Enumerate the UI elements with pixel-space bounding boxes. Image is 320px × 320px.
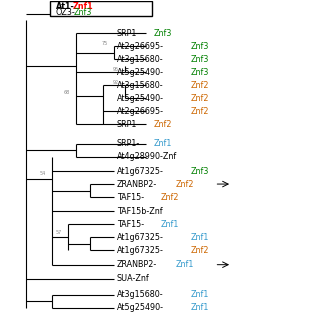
Text: 57: 57 — [56, 230, 62, 236]
Text: At3g15680-: At3g15680- — [117, 81, 164, 90]
Text: SRP1-: SRP1- — [117, 120, 140, 129]
Text: Znf1: Znf1 — [154, 139, 172, 148]
Text: At1g67325-: At1g67325- — [117, 246, 164, 255]
Text: TAF15b-Znf: TAF15b-Znf — [117, 207, 163, 216]
Text: At1g67325-: At1g67325- — [117, 233, 164, 242]
Text: Znf2: Znf2 — [154, 120, 172, 129]
Text: Znf1: Znf1 — [190, 290, 209, 299]
Text: SRP1-: SRP1- — [117, 29, 140, 38]
Text: At2g26695-: At2g26695- — [117, 107, 164, 116]
Text: Znf3: Znf3 — [190, 55, 209, 64]
Text: SRP1-: SRP1- — [117, 139, 140, 148]
Text: Znf2: Znf2 — [190, 81, 209, 90]
Text: At3g15680-: At3g15680- — [117, 55, 164, 64]
Text: Znf1: Znf1 — [176, 260, 194, 269]
Text: 54: 54 — [40, 171, 46, 176]
Text: Znf2: Znf2 — [161, 193, 180, 202]
Text: ZRANBP2-: ZRANBP2- — [117, 260, 157, 269]
Text: At5g25490-: At5g25490- — [117, 68, 164, 77]
Text: Znf3: Znf3 — [154, 29, 172, 38]
Text: Znf1: Znf1 — [72, 2, 93, 11]
Text: At1g67325-: At1g67325- — [117, 166, 164, 176]
Text: Znf3: Znf3 — [190, 42, 209, 51]
Text: 95: 95 — [113, 67, 119, 72]
Text: Znf1: Znf1 — [190, 233, 209, 242]
Text: Znf3: Znf3 — [73, 8, 92, 17]
Text: Znf1: Znf1 — [190, 303, 209, 312]
Text: Znf1: Znf1 — [161, 220, 179, 229]
Text: At2g26695-: At2g26695- — [117, 42, 164, 51]
Text: At5g25490-: At5g25490- — [117, 94, 164, 103]
Text: 92: 92 — [113, 80, 119, 84]
Text: Znf2: Znf2 — [190, 246, 209, 255]
Text: OZ3-: OZ3- — [55, 8, 75, 17]
Text: Znf2: Znf2 — [176, 180, 194, 188]
Text: At3g15680-: At3g15680- — [117, 290, 164, 299]
Text: ZRANBP2-: ZRANBP2- — [117, 180, 157, 188]
Text: TAF15-: TAF15- — [117, 220, 144, 229]
Bar — [50, 1, 152, 16]
Text: Znf2: Znf2 — [190, 94, 209, 103]
Text: SUA-Znf: SUA-Znf — [117, 275, 150, 284]
Text: At1-: At1- — [55, 2, 74, 11]
Text: Znf2: Znf2 — [190, 107, 209, 116]
Text: 75: 75 — [102, 41, 108, 45]
Text: At5g25490-: At5g25490- — [117, 303, 164, 312]
Text: TAF15-: TAF15- — [117, 193, 144, 202]
Text: At4g28990-Znf: At4g28990-Znf — [117, 152, 177, 161]
Text: 68: 68 — [64, 90, 70, 95]
Text: Znf3: Znf3 — [190, 166, 209, 176]
Text: Znf3: Znf3 — [190, 68, 209, 77]
